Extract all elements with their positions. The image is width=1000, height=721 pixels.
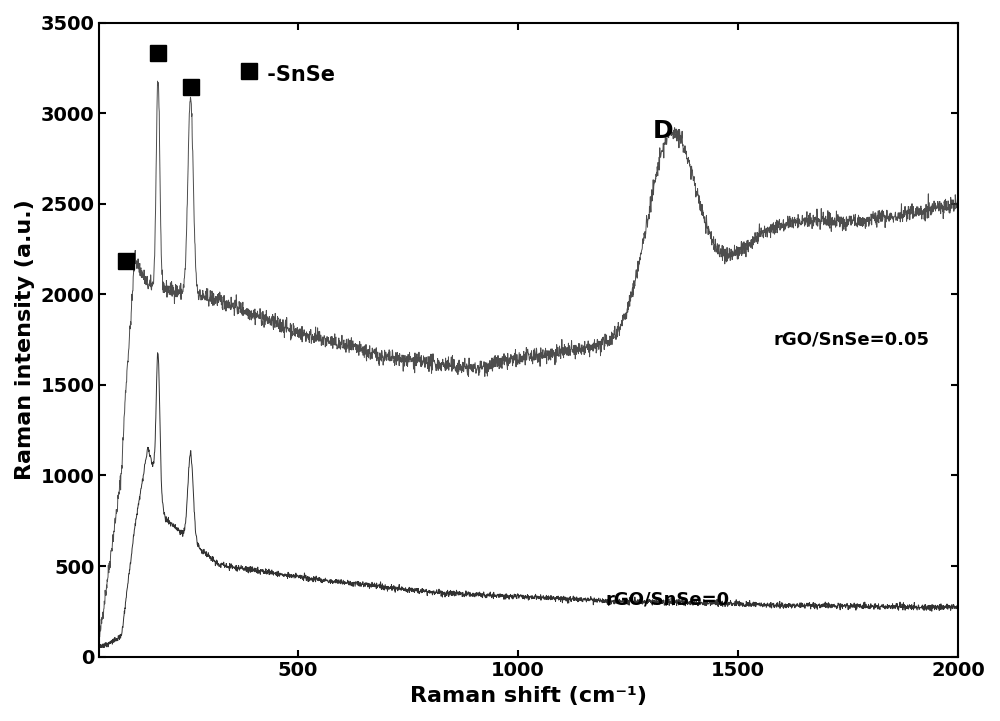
Text: -SnSe: -SnSe	[260, 65, 335, 85]
Text: rGO/SnSe=0: rGO/SnSe=0	[606, 590, 730, 608]
X-axis label: Raman shift (cm⁻¹): Raman shift (cm⁻¹)	[410, 686, 647, 706]
Text: rGO/SnSe=0.05: rGO/SnSe=0.05	[773, 331, 929, 349]
Y-axis label: Raman intensity (a.u.): Raman intensity (a.u.)	[15, 199, 35, 480]
Text: D: D	[653, 120, 673, 143]
